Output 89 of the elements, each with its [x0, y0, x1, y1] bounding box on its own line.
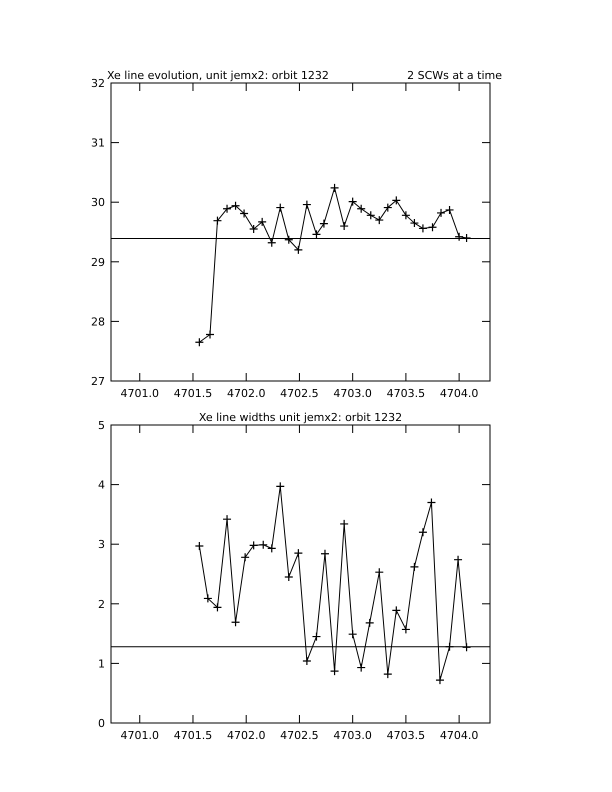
point: [356, 204, 366, 214]
point: [340, 519, 349, 529]
x-tick-label: 4703.5: [386, 387, 426, 400]
point: [392, 606, 401, 615]
point: [302, 656, 312, 666]
point: [348, 630, 358, 639]
chart-title: Xe line widths unit jemx2: orbit 1232: [198, 411, 402, 424]
point: [340, 221, 349, 231]
x-tick-label: 4702.0: [226, 729, 266, 742]
y-tick-label: 0: [98, 717, 105, 730]
point: [312, 230, 322, 239]
point: [356, 662, 366, 672]
point: [203, 594, 212, 604]
point: [239, 208, 249, 218]
point: [435, 675, 445, 685]
point: [284, 572, 294, 582]
point: [294, 548, 303, 558]
point: [302, 200, 312, 210]
point: [462, 233, 472, 243]
point: [230, 201, 240, 210]
x-tick-label: 4701.5: [174, 729, 212, 742]
point: [294, 245, 303, 254]
point: [436, 208, 446, 218]
x-tick-label: 4702.5: [280, 387, 319, 400]
point: [212, 216, 222, 226]
x-tick-label: 4703.0: [333, 729, 372, 742]
y-tick-label: 28: [91, 315, 105, 328]
point: [428, 222, 438, 232]
x-tick-label: 4702.0: [226, 387, 266, 400]
point: [258, 217, 267, 226]
point: [348, 197, 358, 206]
x-tick-label: 4701.5: [174, 387, 212, 400]
point: [365, 618, 374, 628]
point: [258, 540, 268, 550]
point: [366, 210, 376, 220]
point: [194, 541, 204, 551]
y-tick-label: 2: [98, 598, 105, 611]
point: [284, 235, 294, 244]
point: [267, 238, 276, 248]
point: [249, 224, 258, 234]
y-tick-label: 3: [98, 538, 105, 552]
x-tick-label: 4702.5: [280, 729, 319, 742]
point: [319, 219, 329, 228]
point: [410, 562, 420, 572]
chart-subtitle: 2 SCWs at a time: [407, 69, 502, 82]
y-tick-label: 30: [91, 196, 105, 210]
point: [267, 544, 276, 553]
point: [312, 632, 322, 642]
point: [222, 204, 232, 214]
x-tick-label: 4704.0: [440, 387, 478, 400]
y-tick-label: 5: [98, 419, 105, 432]
y-tick-label: 1: [98, 657, 105, 670]
point: [240, 552, 250, 562]
point: [383, 202, 392, 212]
point: [418, 224, 428, 234]
y-tick-label: 29: [91, 256, 105, 269]
point: [444, 642, 454, 652]
chart-title: Xe line evolution, unit jemx2: orbit 1232: [107, 69, 329, 82]
point: [392, 196, 401, 206]
point: [330, 666, 340, 676]
point: [453, 555, 463, 564]
x-tick-label: 4704.0: [440, 729, 478, 742]
x-tick-label: 4701.0: [120, 387, 159, 400]
point: [230, 618, 240, 627]
point: [401, 210, 410, 220]
point: [249, 540, 258, 550]
point: [330, 183, 340, 192]
point: [462, 642, 472, 652]
y-tick-label: 32: [91, 77, 105, 90]
x-tick-label: 4703.0: [333, 387, 372, 400]
point: [426, 498, 436, 508]
point: [444, 205, 454, 215]
y-tick-label: 31: [91, 136, 105, 150]
point: [418, 528, 428, 537]
point: [374, 215, 384, 225]
point: [222, 514, 232, 524]
x-tick-label: 4701.0: [120, 729, 159, 742]
point: [276, 202, 285, 212]
y-tick-label: 27: [91, 375, 105, 388]
point: [454, 232, 464, 242]
point: [212, 602, 222, 612]
x-tick-label: 4703.5: [386, 729, 426, 742]
y-tick-label: 4: [98, 478, 105, 492]
point: [194, 338, 204, 347]
point: [205, 330, 215, 340]
point: [320, 549, 330, 558]
point: [374, 568, 384, 577]
point: [401, 624, 410, 634]
point: [410, 218, 420, 228]
